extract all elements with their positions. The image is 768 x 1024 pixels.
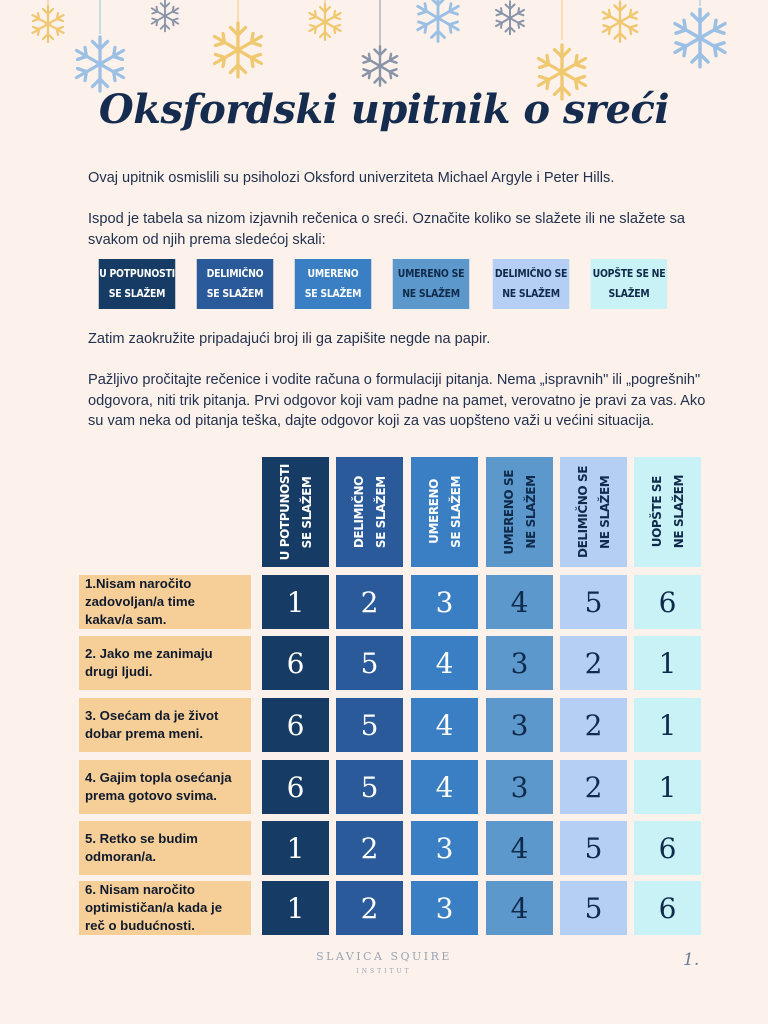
- score-cell[interactable]: 1: [634, 636, 701, 690]
- score-cell[interactable]: 2: [336, 821, 403, 875]
- column-header-5: Delimično se ne slažem: [560, 457, 627, 567]
- scale-box-4: Umereno se ne slažem: [392, 259, 470, 309]
- scale-box-2: Delimično se slažem: [196, 259, 274, 309]
- column-header-line1: Umereno: [426, 479, 441, 545]
- score-cell[interactable]: 1: [262, 881, 329, 935]
- score-cell[interactable]: 4: [411, 698, 478, 752]
- score-cell[interactable]: 5: [560, 821, 627, 875]
- score-cell[interactable]: 5: [336, 636, 403, 690]
- scale-label-line1: U potpunosti: [99, 267, 175, 280]
- scale-label-line2: se slažem: [304, 287, 362, 300]
- column-header-line1: Delimično se: [575, 466, 590, 558]
- column-header-line2: ne slažem: [597, 475, 612, 549]
- score-cell[interactable]: 6: [634, 575, 701, 629]
- score-cell[interactable]: 6: [262, 760, 329, 814]
- score-cell[interactable]: 6: [634, 881, 701, 935]
- score-cell[interactable]: 2: [560, 636, 627, 690]
- scale-box-6: Uopšte se ne slažem: [590, 259, 668, 309]
- page-number: 1.: [683, 950, 700, 970]
- scale-box-5: Delimično se ne slažem: [492, 259, 570, 309]
- careful-text: Pažljivo pročitajte rečenice i vodite ra…: [88, 372, 706, 429]
- column-header-4: Umereno se ne slažem: [486, 457, 553, 567]
- score-cell[interactable]: 1: [262, 575, 329, 629]
- score-cell[interactable]: 1: [634, 760, 701, 814]
- scale-label-line2: ne slažem: [502, 287, 560, 300]
- column-header-line1: Uopšte se: [649, 476, 664, 548]
- score-cell[interactable]: 4: [411, 760, 478, 814]
- scale-label-line1: Uopšte se ne: [592, 267, 666, 280]
- column-header-3: Umereno se slažem: [411, 457, 478, 567]
- column-header-line2: se slažem: [448, 476, 463, 548]
- instruction-text: Ispod je tabela sa nizom izjavnih rečeni…: [88, 211, 686, 248]
- score-cell[interactable]: 5: [336, 698, 403, 752]
- score-cell[interactable]: 3: [411, 881, 478, 935]
- question-label-2: 2. Jako me zanimaju drugi ljudi.: [79, 636, 251, 690]
- column-header-line1: Umereno se: [501, 469, 516, 555]
- snowflake-decoration: [31, 0, 727, 101]
- score-cell[interactable]: 3: [411, 821, 478, 875]
- score-cell[interactable]: 5: [336, 760, 403, 814]
- scale-box-3: Umereno se slažem: [294, 259, 372, 309]
- question-label-5: 5. Retko se budim odmoran/a.: [79, 821, 251, 875]
- score-cell[interactable]: 2: [560, 698, 627, 752]
- column-header-line2: se slažem: [373, 476, 388, 548]
- score-cell[interactable]: 6: [262, 698, 329, 752]
- scale-label-line2: se slažem: [206, 287, 264, 300]
- score-cell[interactable]: 6: [634, 821, 701, 875]
- scale-label-line1: Umereno se: [397, 267, 465, 280]
- column-header-2: Delimično se slažem: [336, 457, 403, 567]
- question-label-4: 4. Gajim topla osećanja prema gotovo svi…: [79, 760, 251, 814]
- question-label-6: 6. Nisam naročito optimističan/a kada je…: [79, 881, 251, 935]
- page-title: Oksfordski upitnik o sreći: [98, 86, 670, 133]
- footer-brand: SLAVICA SQUIRE: [316, 950, 452, 963]
- intro-text: Ovaj upitnik osmislili su psiholozi Oksf…: [88, 170, 615, 186]
- footer-sub: INSTITUT: [356, 968, 412, 975]
- column-header-line2: se slažem: [299, 476, 314, 548]
- score-cell[interactable]: 3: [411, 575, 478, 629]
- scale-box-1: U potpunosti se slažem: [98, 259, 176, 309]
- score-cell[interactable]: 5: [560, 575, 627, 629]
- question-label-1: 1.Nisam naročito zadovoljan/a time kakav…: [79, 575, 251, 629]
- score-cell[interactable]: 4: [486, 821, 553, 875]
- score-cell[interactable]: 1: [634, 698, 701, 752]
- score-cell[interactable]: 1: [262, 821, 329, 875]
- question-label-3: 3. Osećam da je život dobar prema meni.: [79, 698, 251, 752]
- score-cell[interactable]: 5: [560, 881, 627, 935]
- column-header-line1: U potpunosti: [277, 463, 292, 561]
- score-cell[interactable]: 3: [486, 760, 553, 814]
- score-cell[interactable]: 3: [486, 698, 553, 752]
- score-cell[interactable]: 4: [486, 575, 553, 629]
- scale-label-line1: Umereno: [307, 267, 359, 280]
- column-header-line1: Delimično: [351, 475, 366, 549]
- column-header-line2: ne slažem: [671, 475, 686, 549]
- score-cell[interactable]: 3: [486, 636, 553, 690]
- score-cell[interactable]: 4: [486, 881, 553, 935]
- score-cell[interactable]: 4: [411, 636, 478, 690]
- score-cell[interactable]: 2: [336, 575, 403, 629]
- score-cell[interactable]: 2: [560, 760, 627, 814]
- scale-label-line2: ne slažem: [402, 287, 460, 300]
- scale-label-line2: se slažem: [108, 287, 166, 300]
- column-header-line2: ne slažem: [523, 475, 538, 549]
- scale-label-line1: Delimično se: [494, 267, 568, 280]
- column-header-1: U potpunosti se slažem: [262, 457, 329, 567]
- score-cell[interactable]: 2: [336, 881, 403, 935]
- score-cell[interactable]: 6: [262, 636, 329, 690]
- then-text: Zatim zaokružite pripadajući broj ili ga…: [88, 331, 491, 347]
- column-header-6: Uopšte se ne slažem: [634, 457, 701, 567]
- scale-label-line1: Delimično: [206, 267, 264, 280]
- scale-label-line2: slažem: [608, 287, 650, 300]
